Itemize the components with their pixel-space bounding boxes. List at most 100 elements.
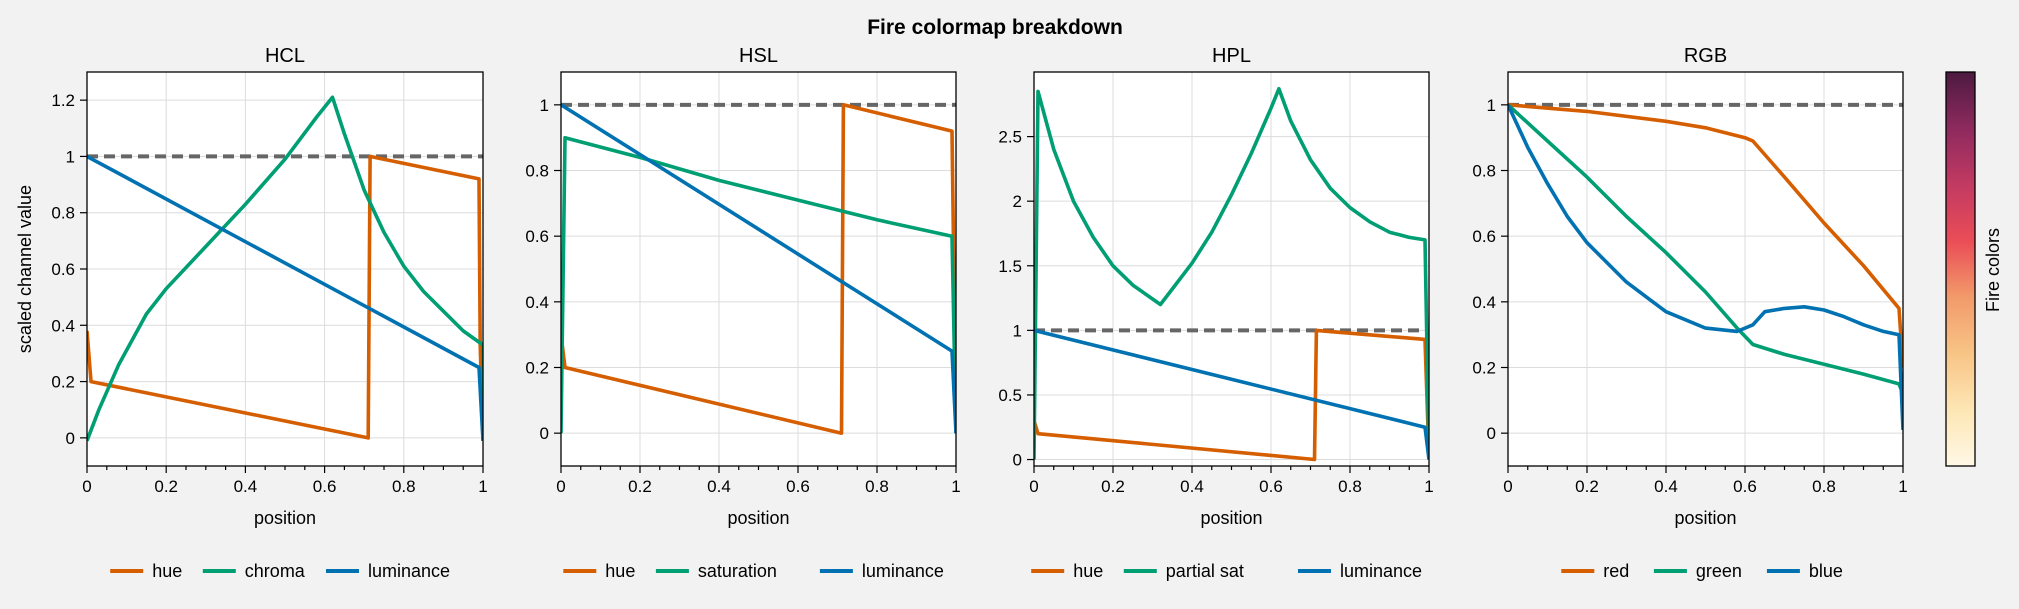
- series-line-hue: [561, 103, 956, 435]
- y-tick-label: 1: [540, 96, 549, 115]
- legend-label: hue: [605, 561, 635, 581]
- panel-title: HPL: [1212, 45, 1251, 67]
- series-line-chroma: [87, 95, 483, 442]
- legend-label: partial sat: [1166, 561, 1244, 581]
- series-line-green: [1508, 103, 1903, 395]
- figure-title: Fire colormap breakdown: [867, 16, 1123, 39]
- colorbar: Fire colors: [1945, 71, 2003, 467]
- y-tick-label: 2: [1013, 192, 1022, 211]
- x-tick-label: 0: [1503, 477, 1512, 496]
- x-tick-label: 0.8: [1338, 477, 1362, 496]
- x-tick-label: 0.4: [1654, 477, 1678, 496]
- y-tick-label: 0.2: [1472, 359, 1496, 378]
- x-tick-label: 0.4: [707, 477, 731, 496]
- y-tick-label: 2.5: [998, 128, 1022, 147]
- y-tick-label: 1: [1487, 96, 1496, 115]
- y-tick-label: 0.5: [998, 386, 1022, 405]
- series-line-blue: [1508, 104, 1903, 430]
- legend-label: luminance: [862, 561, 944, 581]
- x-tick-label: 0.8: [1812, 477, 1836, 496]
- y-tick-label: 1.5: [998, 257, 1022, 276]
- x-axis-label: position: [1200, 508, 1262, 528]
- x-tick-label: 1: [951, 477, 960, 496]
- y-tick-label: 0.4: [525, 293, 549, 312]
- x-tick-label: 0: [1029, 477, 1038, 496]
- y-tick-label: 0: [1013, 451, 1022, 470]
- colorbar-label: Fire colors: [1983, 228, 2003, 312]
- legend-label: luminance: [368, 561, 450, 581]
- legend-label: chroma: [245, 561, 306, 581]
- y-tick-label: 0.6: [1472, 227, 1496, 246]
- legend-label: hue: [152, 561, 182, 581]
- y-tick-label: 0.8: [51, 204, 75, 223]
- x-axis-label: position: [1674, 508, 1736, 528]
- series-group: [87, 95, 483, 442]
- plot-area: [1508, 72, 1903, 466]
- x-tick-label: 0.2: [1101, 477, 1125, 496]
- panel-title: HCL: [265, 45, 305, 67]
- y-tick-label: 0: [540, 424, 549, 443]
- x-tick-label: 0.6: [786, 477, 810, 496]
- legend: red green blue: [1561, 561, 1843, 581]
- plot-area: [1034, 72, 1429, 466]
- legend: hue saturation luminance: [563, 561, 944, 581]
- y-tick-label: 0.6: [525, 227, 549, 246]
- y-tick-label: 0.2: [525, 359, 549, 378]
- x-axis-label: position: [254, 508, 316, 528]
- y-tick-label: 0.6: [51, 260, 75, 279]
- panel-rgb: 0 0.2 0.4 0.6 0.8 1 0 0.2 0.4 0.6 0.8 1 RGB position r…: [1472, 45, 1907, 581]
- panel-hsl: 0 0.2 0.4 0.6 0.8 1 0 0.2 0.4 0.6 0.8 1 HSL position h…: [525, 45, 960, 581]
- series-line-luminance: [561, 103, 956, 434]
- x-tick-label: 0.4: [234, 477, 258, 496]
- y-tick-label: 1.2: [51, 91, 75, 110]
- x-tick-label: 0.6: [1733, 477, 1757, 496]
- legend-label: hue: [1073, 561, 1103, 581]
- panel-hpl: 0 0.2 0.4 0.6 0.8 1 0 0.5 1 1.5 2 2.5 HPL position hue…: [998, 45, 1433, 581]
- legend-label: red: [1603, 561, 1629, 581]
- series-line-red: [1508, 103, 1903, 368]
- y-tick-label: 0.8: [525, 162, 549, 181]
- series-line-saturation: [561, 135, 956, 434]
- panel-title: HSL: [739, 45, 778, 67]
- x-tick-label: 0.4: [1180, 477, 1204, 496]
- series-group: [561, 102, 956, 435]
- x-tick-label: 0.6: [313, 477, 337, 496]
- series-group: [1508, 102, 1903, 430]
- series-group: [1034, 87, 1429, 462]
- y-tick-label: 0: [66, 429, 75, 448]
- legend-label: green: [1696, 561, 1742, 581]
- panels: 0 0.2 0.4 0.6 0.8 1 0 0.2 0.4 0.6 0.8 1 1.2 HCL positi…: [15, 45, 1908, 581]
- y-tick-label: 1: [66, 147, 75, 166]
- x-axis-label: position: [727, 508, 789, 528]
- plot-area: [561, 72, 956, 466]
- x-tick-label: 0.6: [1259, 477, 1283, 496]
- colorbar-gradient: [1945, 71, 1976, 467]
- x-tick-label: 1: [1424, 477, 1433, 496]
- x-tick-label: 0.8: [865, 477, 889, 496]
- y-tick-label: 0.4: [51, 316, 75, 335]
- y-tick-label: 0.4: [1472, 293, 1496, 312]
- x-tick-label: 1: [478, 477, 487, 496]
- x-tick-label: 1: [1898, 477, 1907, 496]
- x-tick-label: 0.2: [628, 477, 652, 496]
- y-tick-label: 1: [1013, 321, 1022, 340]
- x-tick-label: 0.2: [154, 477, 178, 496]
- legend-label: blue: [1809, 561, 1843, 581]
- series-line-partial-sat: [1034, 87, 1429, 460]
- legend: hue partial sat luminance: [1031, 561, 1422, 581]
- y-tick-label: 0: [1487, 424, 1496, 443]
- legend-label: saturation: [698, 561, 777, 581]
- legend: hue chroma luminance: [110, 561, 450, 581]
- x-tick-label: 0.8: [392, 477, 416, 496]
- y-axis-label: scaled channel value: [15, 185, 35, 353]
- y-tick-label: 0.2: [51, 373, 75, 392]
- y-tick-label: 0.8: [1472, 162, 1496, 181]
- x-tick-label: 0: [556, 477, 565, 496]
- x-tick-label: 0.2: [1575, 477, 1599, 496]
- x-tick-label: 0: [82, 477, 91, 496]
- series-line-luminance: [1034, 328, 1429, 460]
- legend-label: luminance: [1340, 561, 1422, 581]
- panel-hcl: 0 0.2 0.4 0.6 0.8 1 0 0.2 0.4 0.6 0.8 1 1.2 HCL positi…: [15, 45, 488, 581]
- series-line-luminance: [87, 154, 483, 441]
